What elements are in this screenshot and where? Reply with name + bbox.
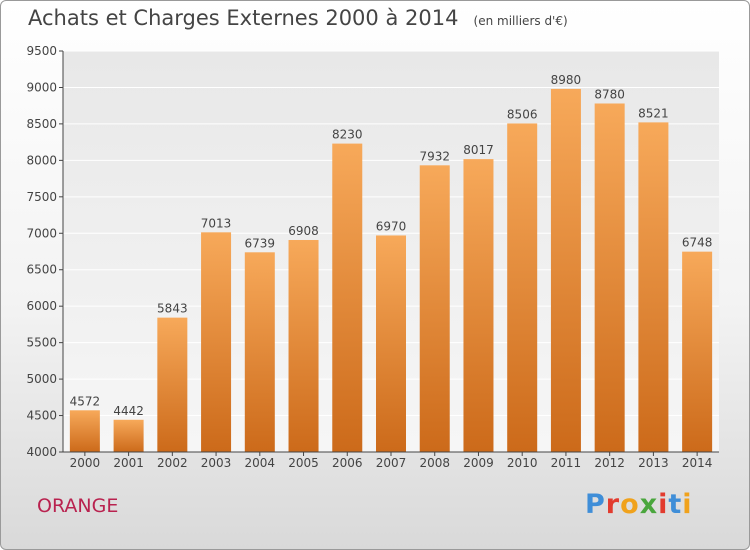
x-tick-label: 2006 <box>332 456 363 470</box>
bar-value-label: 6970 <box>376 219 407 233</box>
chart-title: Achats et Charges Externes 2000 à 2014 <box>28 6 459 30</box>
y-tick-label: 5500 <box>26 336 57 350</box>
y-tick-label: 8500 <box>26 117 57 131</box>
bars: 4572 4442 5843 7013 6739 6908 8230 6970 7932 8017… <box>69 73 713 453</box>
commune-name: ORANGE <box>37 495 119 517</box>
bar-value-label: 7932 <box>419 149 450 163</box>
logo-letter: o <box>620 489 640 520</box>
logo-letter: r <box>605 489 621 520</box>
bar-2004 <box>244 252 275 452</box>
x-tick-label: 2005 <box>288 456 319 470</box>
x-tick-label: 2002 <box>157 456 188 470</box>
bar-value-label: 4572 <box>70 394 101 408</box>
y-tick-label: 9500 <box>26 44 57 58</box>
x-tick-label: 2012 <box>594 456 625 470</box>
logo-letter: i <box>682 489 693 520</box>
chart-header: Achats et Charges Externes 2000 à 2014 (… <box>28 6 568 30</box>
bar-value-label: 8230 <box>332 128 363 142</box>
logo-letter: P <box>585 489 606 520</box>
bar-2008 <box>419 165 450 452</box>
y-axis: 4000 4500 5000 5500 6000 6500 7000 7500 8000 8500… <box>26 44 64 459</box>
logo-letter: i <box>658 489 669 520</box>
bar-2006 <box>332 143 363 452</box>
bar-2003 <box>201 232 232 452</box>
bar-value-label: 7013 <box>201 216 232 230</box>
x-tick-label: 2010 <box>507 456 538 470</box>
bar-value-label: 6908 <box>288 224 319 238</box>
bar-value-label: 5843 <box>157 302 188 316</box>
bar-2012 <box>594 103 625 453</box>
x-tick-label: 2007 <box>376 456 407 470</box>
x-tick-label: 2009 <box>463 456 494 470</box>
x-tick-label: 2004 <box>245 456 276 470</box>
x-tick-label: 2008 <box>419 456 450 470</box>
x-tick-label: 2011 <box>551 456 582 470</box>
bar-value-label: 8780 <box>594 87 625 101</box>
bar-value-label: 8521 <box>638 106 669 120</box>
x-tick-label: 2000 <box>70 456 101 470</box>
y-tick-label: 6000 <box>26 299 57 313</box>
y-tick-label: 4000 <box>26 445 57 459</box>
bar-value-label: 4442 <box>113 404 144 418</box>
x-tick-label: 2013 <box>638 456 669 470</box>
bar-value-label: 6739 <box>245 236 276 250</box>
y-tick-label: 4500 <box>26 409 57 423</box>
bar-2009 <box>463 159 494 452</box>
y-tick-label: 5000 <box>26 372 57 386</box>
y-tick-label: 6500 <box>26 263 57 277</box>
bar-2001 <box>113 419 144 452</box>
x-tick-label: 2014 <box>682 456 713 470</box>
bar-2000 <box>69 410 100 452</box>
chart-subtitle: (en milliers d'€) <box>473 14 568 28</box>
bar-2007 <box>376 235 406 452</box>
bar-2014 <box>682 251 713 452</box>
y-tick-label: 9000 <box>26 80 57 94</box>
bar-2005 <box>288 239 319 452</box>
bar-value-label: 8506 <box>507 107 538 121</box>
bar-2011 <box>550 88 581 453</box>
logo-letter: t <box>668 489 683 520</box>
bar-2013 <box>638 122 669 453</box>
bar-value-label: 8980 <box>551 73 582 87</box>
proxiti-logo[interactable]: Proxiti <box>585 489 693 520</box>
y-tick-label: 7500 <box>26 190 57 204</box>
x-tick-label: 2001 <box>113 456 144 470</box>
bar-value-label: 8017 <box>463 143 494 157</box>
y-tick-label: 7000 <box>26 226 57 240</box>
bar-2002 <box>157 317 188 452</box>
x-axis: 2000 2001 2002 2003 2004 2005 2006 2007 2008 2009… <box>63 451 719 470</box>
y-tick-label: 8000 <box>26 153 57 167</box>
x-tick-label: 2003 <box>201 456 232 470</box>
bar-2010 <box>507 123 538 453</box>
bar-value-label: 6748 <box>682 236 713 250</box>
logo-letter: x <box>639 489 659 520</box>
